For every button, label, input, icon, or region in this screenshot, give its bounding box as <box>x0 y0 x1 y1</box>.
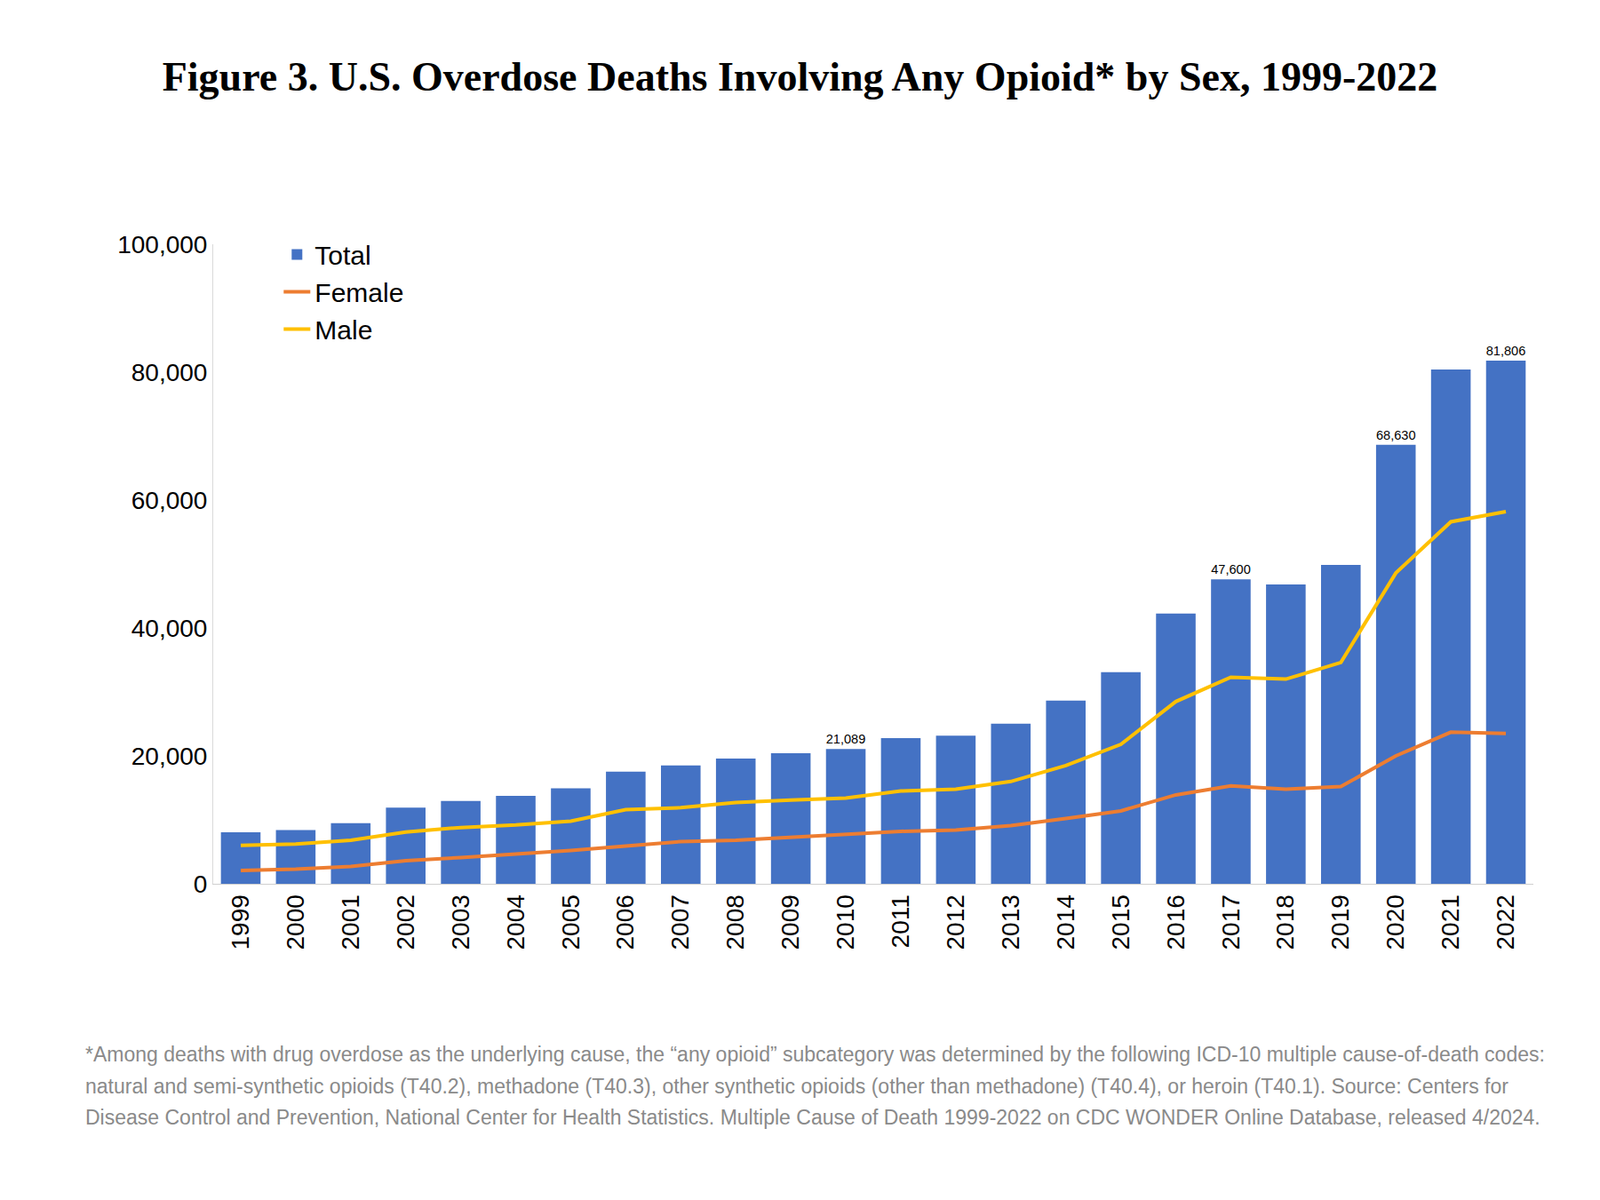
svg-text:2007: 2007 <box>666 894 694 950</box>
svg-text:2014: 2014 <box>1051 894 1080 950</box>
svg-text:2006: 2006 <box>611 894 639 950</box>
svg-text:68,630: 68,630 <box>1376 428 1417 443</box>
svg-text:2017: 2017 <box>1217 894 1245 950</box>
svg-text:100,000: 100,000 <box>117 230 207 259</box>
svg-text:2012: 2012 <box>941 894 970 950</box>
svg-text:2019: 2019 <box>1326 894 1354 950</box>
svg-text:2018: 2018 <box>1271 894 1299 950</box>
svg-text:20,000: 20,000 <box>131 742 208 771</box>
svg-text:21,089: 21,089 <box>826 732 867 747</box>
svg-text:2020: 2020 <box>1381 894 1409 950</box>
svg-text:80,000: 80,000 <box>131 358 208 387</box>
svg-text:2011: 2011 <box>886 894 915 948</box>
svg-text:2008: 2008 <box>721 894 749 950</box>
svg-text:81,806: 81,806 <box>1486 343 1527 359</box>
svg-text:2015: 2015 <box>1106 894 1135 950</box>
svg-text:Total: Total <box>314 240 371 271</box>
svg-text:2022: 2022 <box>1491 894 1520 950</box>
svg-text:2003: 2003 <box>446 894 475 950</box>
svg-text:Male: Male <box>314 315 373 345</box>
svg-text:2016: 2016 <box>1162 894 1190 950</box>
svg-text:0: 0 <box>193 870 208 899</box>
svg-text:2001: 2001 <box>336 894 365 950</box>
svg-text:2021: 2021 <box>1436 894 1465 950</box>
svg-text:60,000: 60,000 <box>131 486 208 515</box>
svg-text:2009: 2009 <box>776 894 804 950</box>
svg-text:2000: 2000 <box>281 894 310 950</box>
svg-text:1999: 1999 <box>226 894 255 950</box>
svg-text:2002: 2002 <box>391 894 420 950</box>
svg-text:47,600: 47,600 <box>1210 562 1251 577</box>
svg-text:2010: 2010 <box>831 894 860 950</box>
html-text:*Among deaths with drug overdo: *Among deaths with drug overdose as the … <box>85 1042 1545 1130</box>
svg-text:Female: Female <box>314 278 404 308</box>
svg-text:40,000: 40,000 <box>131 614 208 643</box>
svg-text:2013: 2013 <box>996 894 1025 950</box>
svg-text:2004: 2004 <box>501 894 530 950</box>
svg-text:Figure 3. U.S. Overdose Deaths: Figure 3. U.S. Overdose Deaths Involving… <box>162 54 1439 100</box>
svg-text:2005: 2005 <box>557 894 585 950</box>
